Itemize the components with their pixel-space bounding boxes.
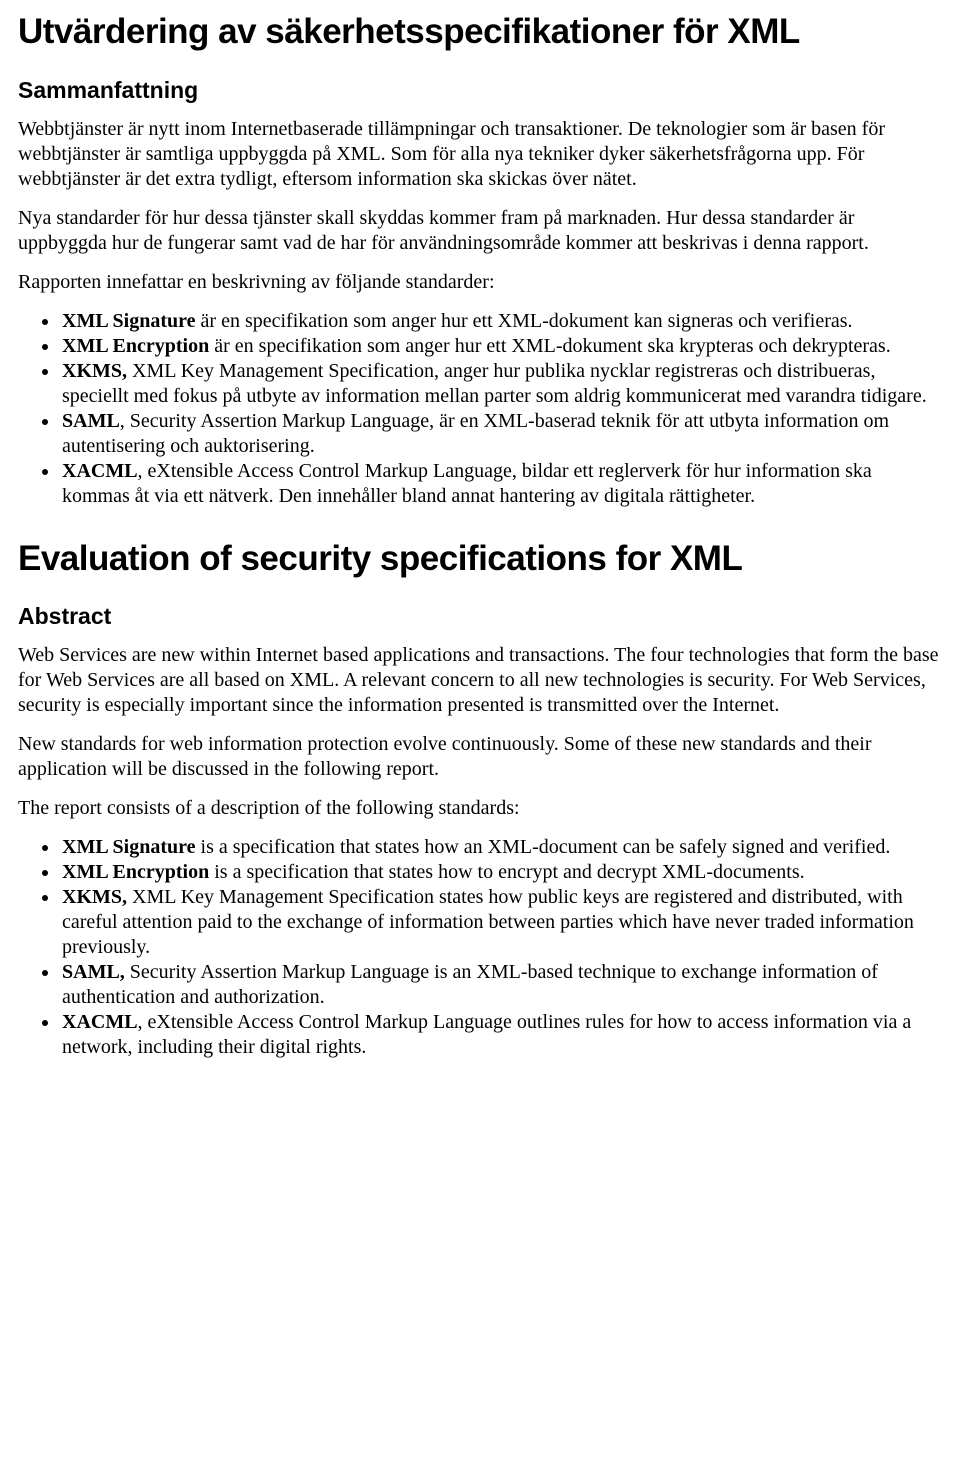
item-rest: , eXtensible Access Control Markup Langu…	[62, 1011, 911, 1058]
item-bold: SAML,	[62, 961, 125, 983]
list-item: XML Encryption is a specification that s…	[60, 860, 942, 885]
item-bold: SAML	[62, 410, 120, 432]
para-sv-2: Nya standarder för hur dessa tjänster sk…	[18, 206, 942, 256]
list-item: XKMS, XML Key Management Specification, …	[60, 359, 942, 409]
list-item: XKMS, XML Key Management Specification s…	[60, 885, 942, 960]
para-en-2: New standards for web information protec…	[18, 732, 942, 782]
subtitle-sv: Sammanfattning	[18, 76, 942, 105]
para-en-3: The report consists of a description of …	[18, 796, 942, 821]
para-en-1: Web Services are new within Internet bas…	[18, 643, 942, 718]
item-bold: XACML	[62, 1011, 138, 1033]
list-item: SAML, Security Assertion Markup Language…	[60, 960, 942, 1010]
list-en: XML Signature is a specification that st…	[18, 835, 942, 1060]
item-bold: XKMS,	[62, 886, 127, 908]
para-sv-3: Rapporten innefattar en beskrivning av f…	[18, 270, 942, 295]
item-bold: XML Encryption	[62, 861, 209, 883]
item-rest: XML Key Management Specification, anger …	[62, 360, 927, 407]
item-rest: är en specifikation som anger hur ett XM…	[209, 335, 890, 357]
title-en: Evaluation of security specifications fo…	[18, 537, 942, 581]
list-item: XML Signature är en specifikation som an…	[60, 309, 942, 334]
item-bold: XML Signature	[62, 836, 196, 858]
title-sv: Utvärdering av säkerhetsspecifikationer …	[18, 10, 942, 54]
item-bold: XKMS,	[62, 360, 127, 382]
item-bold: XML Encryption	[62, 335, 209, 357]
list-item: SAML, Security Assertion Markup Language…	[60, 409, 942, 459]
subtitle-en: Abstract	[18, 602, 942, 631]
list-item: XML Signature is a specification that st…	[60, 835, 942, 860]
item-rest: , Security Assertion Markup Language, är…	[62, 410, 889, 457]
list-item: XML Encryption är en specifikation som a…	[60, 334, 942, 359]
item-bold: XACML	[62, 460, 138, 482]
list-sv: XML Signature är en specifikation som an…	[18, 309, 942, 509]
list-item: XACML, eXtensible Access Control Markup …	[60, 1010, 942, 1060]
list-item: XACML, eXtensible Access Control Markup …	[60, 459, 942, 509]
item-rest: XML Key Management Specification states …	[62, 886, 914, 958]
item-rest: Security Assertion Markup Language is an…	[62, 961, 878, 1008]
item-bold: XML Signature	[62, 310, 196, 332]
item-rest: , eXtensible Access Control Markup Langu…	[62, 460, 872, 507]
item-rest: är en specifikation som anger hur ett XM…	[196, 310, 853, 332]
para-sv-1: Webbtjänster är nytt inom Internetbasera…	[18, 117, 942, 192]
item-rest: is a specification that states how to en…	[209, 861, 804, 883]
item-rest: is a specification that states how an XM…	[196, 836, 891, 858]
